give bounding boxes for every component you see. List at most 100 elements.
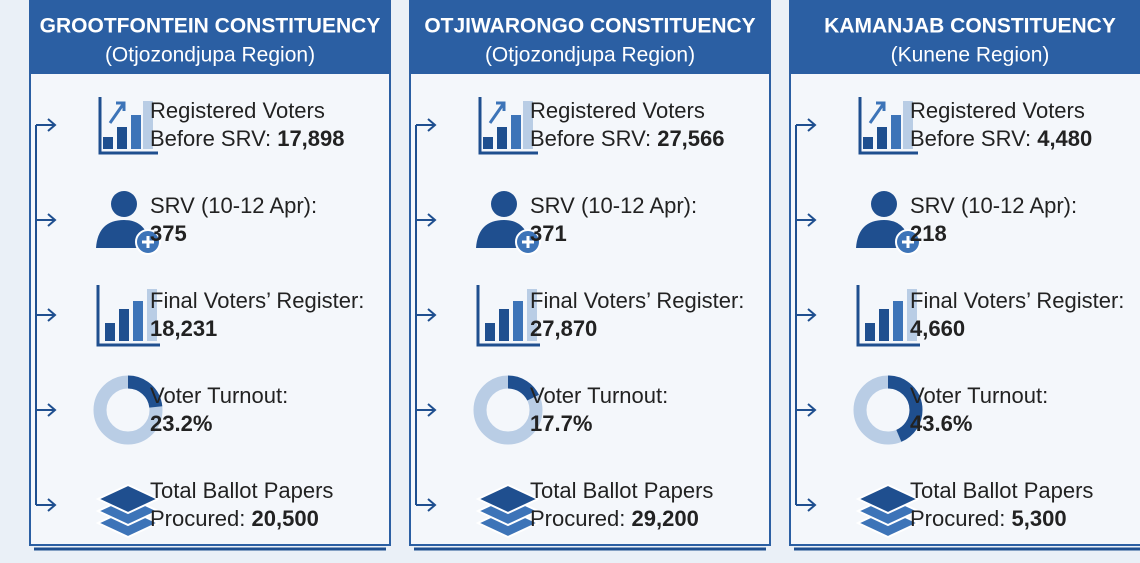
connector-arrow — [36, 118, 57, 132]
item-value: 4,660 — [910, 316, 965, 341]
icon-bar — [119, 309, 129, 341]
icon-layer — [475, 483, 541, 515]
icon-bar — [863, 137, 873, 149]
panel-region: (Otjozondjupa Region) — [485, 44, 695, 67]
connector-arrow — [796, 403, 817, 417]
item-line: 4,660 — [910, 316, 965, 341]
connector-arrow — [796, 308, 817, 322]
item-value: 218 — [910, 221, 947, 246]
icon-bar — [891, 115, 901, 149]
item-value: 20,500 — [252, 506, 319, 531]
item-label: Registered Voters — [910, 98, 1085, 123]
panel-title: KAMANJAB CONSTITUENCY — [824, 15, 1116, 38]
item-line: 18,231 — [150, 316, 217, 341]
connector-arrow — [796, 118, 817, 132]
item-line: 375 — [150, 221, 187, 246]
icon-bar — [903, 101, 913, 149]
icon-head — [111, 191, 137, 217]
panel-body — [29, 0, 391, 546]
icon-axis — [96, 285, 160, 347]
item-label: SRV (10-12 Apr): — [530, 193, 697, 218]
icon-bar — [527, 289, 537, 341]
item-line: Before SRV: 27,566 — [530, 126, 725, 151]
icon-head — [491, 191, 517, 217]
icon-bar — [499, 309, 509, 341]
item-value: 27,566 — [657, 126, 724, 151]
panel-title: GROOTFONTEIN CONSTITUENCY — [40, 15, 381, 38]
item-label: SRV (10-12 Apr): — [910, 193, 1077, 218]
icon-layer — [95, 483, 161, 515]
item-line: 23.2% — [150, 411, 212, 436]
icon-bar — [483, 137, 493, 149]
icon-plus — [522, 236, 534, 248]
item-label: Final Voters’ Register: — [150, 288, 364, 313]
connector-arrow — [416, 213, 437, 227]
item-label: Voter Turnout: — [910, 383, 1048, 408]
connector-arrow — [36, 213, 57, 227]
icon-bar — [513, 301, 523, 341]
item-label: Total Ballot Papers — [150, 478, 333, 503]
icon-plus — [902, 236, 914, 248]
connector-arrow — [416, 118, 437, 132]
item-value: 23.2% — [150, 411, 212, 436]
icon-axis — [476, 285, 540, 347]
connector-arrow — [796, 213, 817, 227]
item-line: Before SRV: 4,480 — [910, 126, 1092, 151]
connector-arrow — [796, 498, 817, 512]
connector-arrow — [36, 498, 57, 512]
item-label: Procured: — [530, 506, 625, 531]
connector-arrow — [416, 498, 437, 512]
icon-bar — [105, 323, 115, 341]
item-label: Voter Turnout: — [150, 383, 288, 408]
icon-bar — [879, 309, 889, 341]
item-value: 27,870 — [530, 316, 597, 341]
panel-region: (Kunene Region) — [891, 44, 1050, 67]
panel-region: (Otjozondjupa Region) — [105, 44, 315, 67]
icon-bar — [523, 101, 533, 149]
icon-bar — [485, 323, 495, 341]
item-line: 17.7% — [530, 411, 592, 436]
donut-arc — [93, 375, 163, 445]
panel-title: OTJIWARONGO CONSTITUENCY — [424, 15, 755, 38]
connector-arrow — [36, 308, 57, 322]
constituency-panel: GROOTFONTEIN CONSTITUENCY (Otjozondjupa R… — [29, 0, 391, 551]
icon-bar — [143, 101, 153, 149]
constituency-panel: OTJIWARONGO CONSTITUENCY (Otjozondjupa Re… — [409, 0, 771, 551]
item-label: Procured: — [150, 506, 245, 531]
item-label: Total Ballot Papers — [530, 478, 713, 503]
item-line: 27,870 — [530, 316, 597, 341]
item-label: Voter Turnout: — [530, 383, 668, 408]
icon-arrow — [108, 101, 126, 124]
icon-axis — [98, 97, 158, 155]
item-value: 5,300 — [1012, 506, 1067, 531]
icon-layer — [855, 483, 921, 515]
constituency-panel: KAMANJAB CONSTITUENCY (Kunene Region) Regi… — [789, 0, 1140, 551]
icon-bar — [907, 289, 917, 341]
item-label: SRV (10-12 Apr): — [150, 193, 317, 218]
item-label: Before SRV: — [150, 126, 271, 151]
icon-axis — [856, 285, 920, 347]
icon-bar — [497, 127, 507, 149]
item-value: 17,898 — [277, 126, 344, 151]
connector-arrow — [36, 403, 57, 417]
icon-bar — [147, 289, 157, 341]
item-line: Before SRV: 17,898 — [150, 126, 345, 151]
panel-header — [30, 0, 390, 74]
panel-body — [409, 0, 771, 546]
icon-arrow — [868, 101, 886, 124]
donut-arc — [473, 375, 543, 445]
item-value: 43.6% — [910, 411, 972, 436]
icon-bar — [511, 115, 521, 149]
item-line: Procured: 5,300 — [910, 506, 1067, 531]
icon-axis — [478, 97, 538, 155]
item-value: 17.7% — [530, 411, 592, 436]
item-line: 371 — [530, 221, 567, 246]
icon-arrow — [488, 101, 506, 124]
item-value: 29,200 — [632, 506, 699, 531]
icon-bar — [133, 301, 143, 341]
panel-header — [790, 0, 1140, 74]
connector-arrow — [416, 308, 437, 322]
icon-bar — [865, 323, 875, 341]
item-value: 375 — [150, 221, 187, 246]
